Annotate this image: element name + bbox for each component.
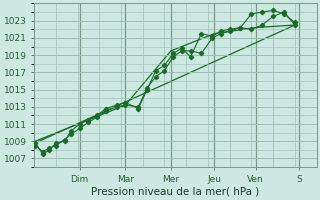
X-axis label: Pression niveau de la mer( hPa ): Pression niveau de la mer( hPa ) [91, 187, 260, 197]
